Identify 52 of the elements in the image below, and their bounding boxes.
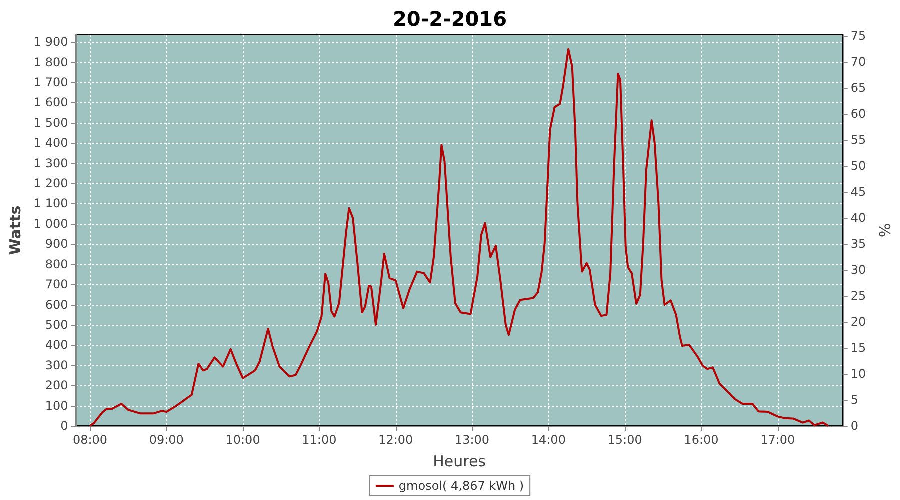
y-tick-label: 900	[45, 237, 68, 252]
y-tick-label: 400	[45, 338, 68, 352]
y-axis-title: Watts	[6, 206, 24, 256]
x-tick-label: 10:00	[226, 433, 260, 447]
y2-tick-label: 20	[850, 315, 866, 330]
x-axis-title: Heures	[433, 452, 486, 470]
y-tick-label: 1 200	[34, 176, 68, 191]
y2-tick-label: 45	[850, 185, 866, 200]
y-tick-label: 1 500	[34, 116, 68, 130]
x-tick-label: 08:00	[72, 433, 108, 447]
y-tick-label: 600	[45, 298, 68, 312]
y-tick-label: 1 800	[34, 55, 68, 70]
y2-tick-label: 70	[850, 55, 866, 70]
y-tick-label: 1 400	[34, 136, 68, 150]
y-tick-label: 1 700	[34, 75, 68, 90]
x-tick-label: 15:00	[608, 433, 642, 447]
y-tick-label: 0	[60, 419, 68, 433]
y-tick-label: 700	[45, 278, 68, 292]
y2-tick-label: 15	[850, 341, 866, 356]
y-tick-label: 1 100	[34, 196, 68, 211]
y-tick-label: 800	[45, 257, 68, 272]
y2-tick-label: 60	[850, 107, 866, 122]
y-tick-label: 100	[45, 398, 68, 413]
x-tick-label: 13:00	[454, 433, 490, 447]
x-tick-label: 16:00	[684, 433, 719, 447]
y-tick-label: 300	[45, 358, 68, 372]
y-tick-label: 1 600	[34, 96, 68, 110]
y2-tick-label: 50	[850, 159, 866, 174]
y-tick-label: 500	[45, 318, 68, 332]
y2-tick-label: 30	[850, 263, 866, 278]
y2-tick-label: 0	[850, 419, 858, 433]
x-tick-label: 12:00	[378, 433, 414, 447]
y2-tick-label: 5	[850, 393, 858, 408]
x-tick-label: 17:00	[760, 433, 796, 447]
y2-tick-label: 25	[850, 289, 866, 304]
y2-tick-label: 40	[850, 211, 866, 226]
x-tick-label: 14:00	[531, 433, 566, 447]
y-tick-label: 1 900	[34, 35, 68, 50]
legend-label: gmosol( 4,867 kWh )	[398, 479, 524, 493]
y-tick-label: 200	[45, 378, 68, 393]
y-tick-label: 1 300	[34, 156, 68, 170]
y2-axis-title: %	[876, 223, 894, 238]
y2-tick-label: 75	[850, 29, 866, 44]
y-tick-label: 1 000	[34, 216, 68, 231]
y2-tick-label: 10	[850, 367, 866, 382]
y2-tick-label: 35	[850, 237, 866, 252]
line-series	[89, 48, 830, 427]
y2-tick-label: 55	[850, 133, 866, 148]
y2-tick-label: 65	[850, 81, 866, 96]
chart-title: 20-2-2016	[392, 7, 508, 31]
x-tick-label: 11:00	[302, 433, 337, 447]
x-tick-label: 09:00	[149, 433, 184, 447]
